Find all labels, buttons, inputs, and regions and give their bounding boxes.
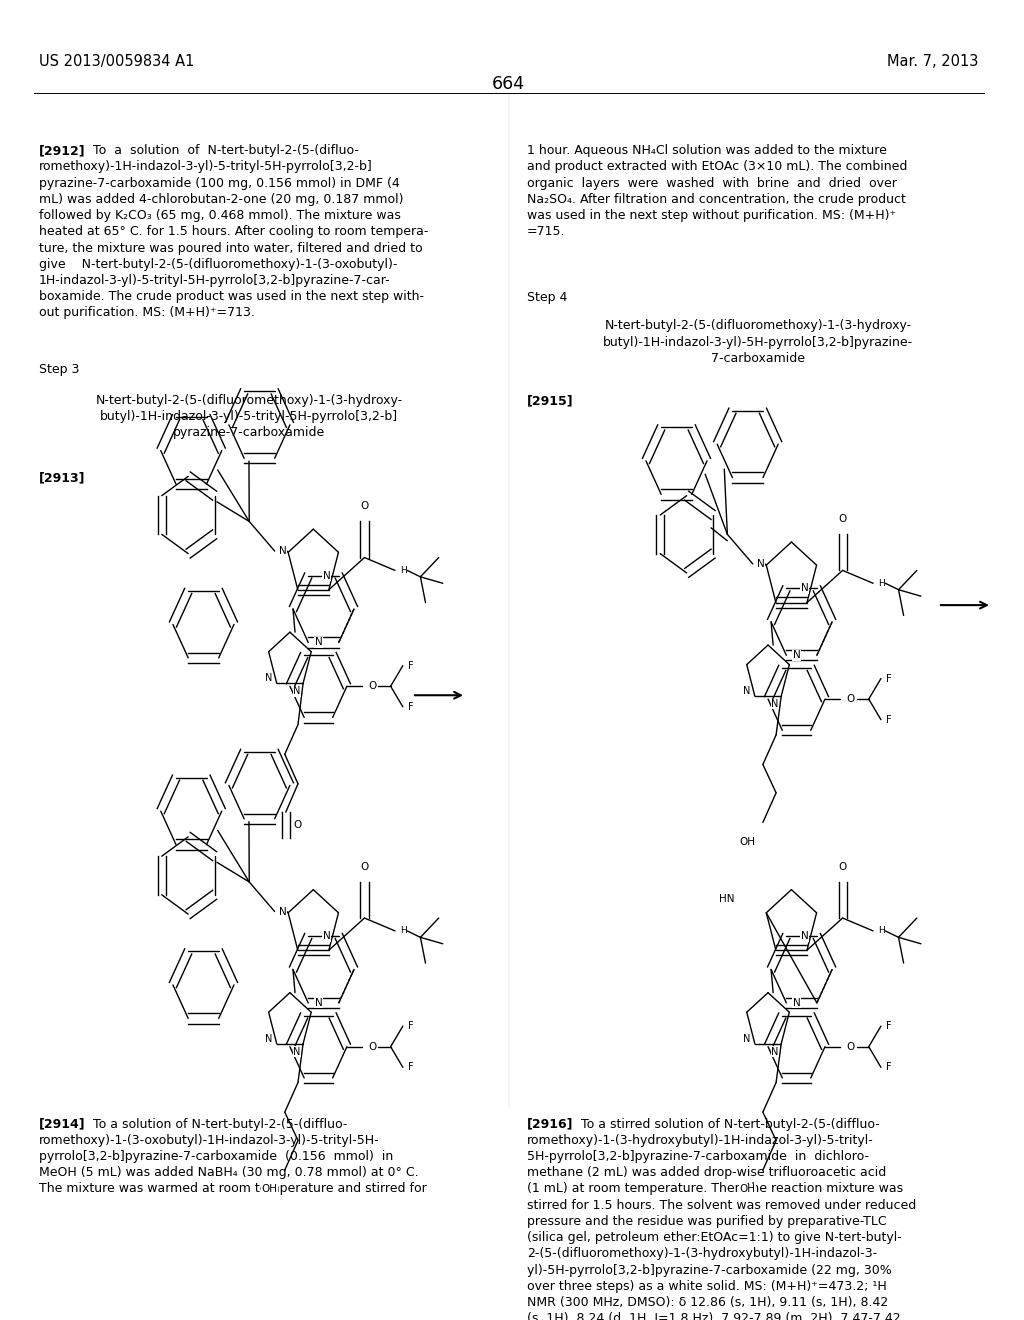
Text: followed by K₂CO₃ (65 mg, 0.468 mmol). The mixture was: followed by K₂CO₃ (65 mg, 0.468 mmol). T… <box>39 209 400 222</box>
Text: To  a  solution  of  N-tert-butyl-2-(5-(difluo-: To a solution of N-tert-butyl-2-(5-(difl… <box>85 144 358 157</box>
Text: N: N <box>323 570 331 581</box>
Text: N: N <box>279 907 287 916</box>
Text: H: H <box>399 927 407 936</box>
Text: [2912]: [2912] <box>39 144 85 157</box>
Text: F: F <box>409 702 414 711</box>
Text: OH: OH <box>739 837 756 846</box>
Text: [2916]: [2916] <box>527 1118 573 1130</box>
Text: N: N <box>771 1047 779 1056</box>
Text: 2-(5-(difluoromethoxy)-1-(3-hydroxybutyl)-1H-indazol-3-: 2-(5-(difluoromethoxy)-1-(3-hydroxybutyl… <box>527 1247 878 1261</box>
Text: To a stirred solution of N-tert-butyl-2-(5-(diffluo-: To a stirred solution of N-tert-butyl-2-… <box>572 1118 880 1130</box>
Text: MeOH (5 mL) was added NaBH₄ (30 mg, 0.78 mmol) at 0° C.: MeOH (5 mL) was added NaBH₄ (30 mg, 0.78… <box>39 1166 418 1179</box>
Text: N-tert-butyl-2-(5-(difluoromethoxy)-1-(3-hydroxy-: N-tert-butyl-2-(5-(difluoromethoxy)-1-(3… <box>604 319 911 333</box>
Text: O: O <box>846 694 855 704</box>
Text: Step 4: Step 4 <box>527 290 567 304</box>
Text: N: N <box>279 546 287 556</box>
Text: The mixture was warmed at room temperature and stirred for: The mixture was warmed at room temperatu… <box>39 1183 426 1196</box>
Text: N: N <box>265 1034 272 1044</box>
Text: O: O <box>846 1041 855 1052</box>
Text: N: N <box>801 583 809 594</box>
Text: N: N <box>793 998 801 1008</box>
Text: stirred for 1.5 hours. The solvent was removed under reduced: stirred for 1.5 hours. The solvent was r… <box>527 1199 916 1212</box>
Text: N: N <box>314 998 323 1008</box>
Text: ture, the mixture was poured into water, filtered and dried to: ture, the mixture was poured into water,… <box>39 242 422 255</box>
Text: NMR (300 MHz, DMSO): δ 12.86 (s, 1H), 9.11 (s, 1H), 8.42: NMR (300 MHz, DMSO): δ 12.86 (s, 1H), 9.… <box>527 1296 888 1309</box>
Text: methane (2 mL) was added drop-wise trifluoroacetic acid: methane (2 mL) was added drop-wise trifl… <box>527 1166 886 1179</box>
Text: H: H <box>399 566 407 576</box>
Text: To a solution of N-tert-butyl-2-(5-(diffluo-: To a solution of N-tert-butyl-2-(5-(diff… <box>85 1118 347 1130</box>
Text: 5H-pyrrolo[3,2-b]pyrazine-7-carboxamide  in  dichloro-: 5H-pyrrolo[3,2-b]pyrazine-7-carboxamide … <box>527 1150 869 1163</box>
Text: pressure and the residue was purified by preparative-TLC: pressure and the residue was purified by… <box>527 1214 887 1228</box>
Text: F: F <box>887 1022 892 1031</box>
Text: N-tert-butyl-2-(5-(difluoromethoxy)-1-(3-hydroxy-: N-tert-butyl-2-(5-(difluoromethoxy)-1-(3… <box>95 393 402 407</box>
Text: romethoxy)-1H-indazol-3-yl)-5-trityl-5H-pyrrolo[3,2-b]: romethoxy)-1H-indazol-3-yl)-5-trityl-5H-… <box>39 161 373 173</box>
Text: O: O <box>369 1041 377 1052</box>
Text: romethoxy)-1-(3-oxobutyl)-1H-indazol-3-yl)-5-trityl-5H-: romethoxy)-1-(3-oxobutyl)-1H-indazol-3-y… <box>39 1134 379 1147</box>
Text: Step 3: Step 3 <box>39 363 79 376</box>
Text: OH: OH <box>261 1184 278 1195</box>
Text: N: N <box>743 686 751 696</box>
Text: give    N-tert-butyl-2-(5-(difluoromethoxy)-1-(3-oxobutyl)-: give N-tert-butyl-2-(5-(difluoromethoxy)… <box>39 257 397 271</box>
Text: N: N <box>757 558 765 569</box>
Text: N: N <box>801 931 809 941</box>
Text: F: F <box>887 673 892 684</box>
Text: 664: 664 <box>493 75 525 92</box>
Text: butyl)-1H-indazol-3-yl)-5-trityl-5H-pyrrolo[3,2-b]: butyl)-1H-indazol-3-yl)-5-trityl-5H-pyrr… <box>100 411 398 424</box>
Text: (1 mL) at room temperature. Then the reaction mixture was: (1 mL) at room temperature. Then the rea… <box>527 1183 903 1196</box>
Text: 1 hour. Aqueous NH₄Cl solution was added to the mixture: 1 hour. Aqueous NH₄Cl solution was added… <box>527 144 887 157</box>
Text: N: N <box>265 673 272 684</box>
Text: 1H-indazol-3-yl)-5-trityl-5H-pyrrolo[3,2-b]pyrazine-7-car-: 1H-indazol-3-yl)-5-trityl-5H-pyrrolo[3,2… <box>39 275 390 286</box>
Text: N: N <box>793 651 801 660</box>
Text: N: N <box>293 686 301 696</box>
Text: N: N <box>293 1047 301 1056</box>
Text: (s, 1H), 8.24 (d, 1H, J=1.8 Hz), 7.92-7.89 (m, 2H), 7.47-7.42: (s, 1H), 8.24 (d, 1H, J=1.8 Hz), 7.92-7.… <box>527 1312 900 1320</box>
Text: N: N <box>743 1034 751 1044</box>
Text: (silica gel, petroleum ether:EtOAc=1:1) to give N-tert-butyl-: (silica gel, petroleum ether:EtOAc=1:1) … <box>527 1232 902 1243</box>
Text: heated at 65° C. for 1.5 hours. After cooling to room tempera-: heated at 65° C. for 1.5 hours. After co… <box>39 226 428 239</box>
Text: OH: OH <box>739 1184 756 1195</box>
Text: US 2013/0059834 A1: US 2013/0059834 A1 <box>39 54 194 69</box>
Text: [2914]: [2914] <box>39 1118 85 1130</box>
Text: and product extracted with EtOAc (3×10 mL). The combined: and product extracted with EtOAc (3×10 m… <box>527 161 907 173</box>
Text: F: F <box>409 660 414 671</box>
Text: Na₂SO₄. After filtration and concentration, the crude product: Na₂SO₄. After filtration and concentrati… <box>527 193 906 206</box>
Text: pyrazine-7-carboxamide (100 mg, 0.156 mmol) in DMF (4: pyrazine-7-carboxamide (100 mg, 0.156 mm… <box>39 177 399 190</box>
Text: =715.: =715. <box>527 226 565 239</box>
Text: F: F <box>887 1063 892 1072</box>
Text: H: H <box>878 578 885 587</box>
Text: pyrrolo[3,2-b]pyrazine-7-carboxamide  (0.156  mmol)  in: pyrrolo[3,2-b]pyrazine-7-carboxamide (0.… <box>39 1150 393 1163</box>
Text: Mar. 7, 2013: Mar. 7, 2013 <box>887 54 979 69</box>
Text: romethoxy)-1-(3-hydroxybutyl)-1H-indazol-3-yl)-5-trityl-: romethoxy)-1-(3-hydroxybutyl)-1H-indazol… <box>527 1134 873 1147</box>
Text: mL) was added 4-chlorobutan-2-one (20 mg, 0.187 mmol): mL) was added 4-chlorobutan-2-one (20 mg… <box>39 193 403 206</box>
Text: over three steps) as a white solid. MS: (M+H)⁺=473.2; ¹H: over three steps) as a white solid. MS: … <box>527 1280 887 1292</box>
Text: O: O <box>360 502 369 511</box>
Text: N: N <box>314 638 323 647</box>
Text: out purification. MS: (M+H)⁺=713.: out purification. MS: (M+H)⁺=713. <box>39 306 255 319</box>
Text: O: O <box>294 820 302 830</box>
Text: [2915]: [2915] <box>527 393 573 407</box>
Text: butyl)-1H-indazol-3-yl)-5H-pyrrolo[3,2-b]pyrazine-: butyl)-1H-indazol-3-yl)-5H-pyrrolo[3,2-b… <box>603 335 913 348</box>
Text: F: F <box>409 1022 414 1031</box>
Text: 7-carboxamide: 7-carboxamide <box>711 351 805 364</box>
Text: H: H <box>878 927 885 936</box>
Text: organic  layers  were  washed  with  brine  and  dried  over: organic layers were washed with brine an… <box>527 177 897 190</box>
Text: O: O <box>839 513 847 524</box>
Text: boxamide. The crude product was used in the next step with-: boxamide. The crude product was used in … <box>39 290 424 304</box>
Text: N: N <box>771 700 779 709</box>
Text: F: F <box>887 714 892 725</box>
Text: N: N <box>323 931 331 941</box>
Text: O: O <box>839 862 847 871</box>
Text: O: O <box>360 862 369 871</box>
Text: yl)-5H-pyrrolo[3,2-b]pyrazine-7-carboxamide (22 mg, 30%: yl)-5H-pyrrolo[3,2-b]pyrazine-7-carboxam… <box>527 1263 892 1276</box>
Text: was used in the next step without purification. MS: (M+H)⁺: was used in the next step without purifi… <box>527 209 896 222</box>
Text: HN: HN <box>719 894 734 904</box>
Text: O: O <box>369 681 377 692</box>
Text: [2913]: [2913] <box>39 471 85 484</box>
Text: pyrazine-7-carboxamide: pyrazine-7-carboxamide <box>173 426 326 440</box>
Text: F: F <box>409 1063 414 1072</box>
